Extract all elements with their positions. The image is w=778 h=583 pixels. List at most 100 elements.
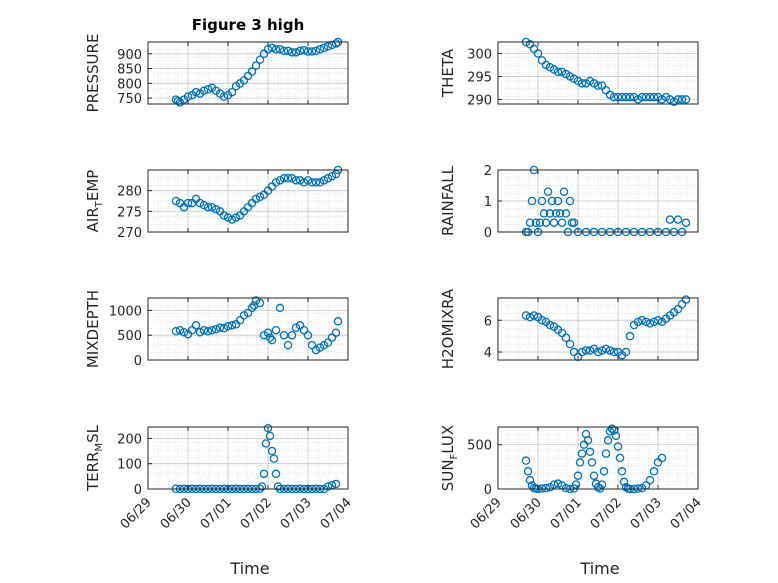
series-theta bbox=[521, 37, 691, 106]
data-point bbox=[551, 209, 561, 218]
data-point bbox=[597, 480, 607, 489]
data-point bbox=[585, 346, 595, 355]
data-point bbox=[653, 316, 663, 325]
data-point bbox=[219, 324, 229, 333]
data-point bbox=[601, 344, 611, 354]
data-point bbox=[311, 178, 321, 187]
data-point bbox=[331, 479, 341, 489]
data-point bbox=[541, 218, 551, 227]
data-point bbox=[271, 469, 281, 479]
y-axis-label: MIXDEPTH bbox=[84, 290, 102, 368]
y-tick-label: 275 bbox=[117, 205, 142, 220]
data-point bbox=[261, 439, 271, 448]
data-point bbox=[275, 176, 285, 185]
data-point bbox=[195, 327, 205, 337]
y-tick-label: 0 bbox=[134, 354, 142, 369]
data-point bbox=[275, 45, 285, 54]
data-point bbox=[537, 316, 547, 325]
data-point bbox=[287, 330, 297, 340]
data-point bbox=[569, 218, 579, 227]
data-point bbox=[171, 196, 181, 206]
axes-box bbox=[147, 426, 349, 490]
data-point bbox=[283, 340, 293, 350]
data-point bbox=[521, 456, 531, 465]
data-point bbox=[267, 335, 277, 345]
y-axis-label: PRESSURE bbox=[84, 34, 102, 113]
data-point bbox=[641, 317, 651, 327]
y-tick-label: 0 bbox=[134, 483, 142, 498]
data-point bbox=[203, 202, 213, 212]
data-point bbox=[279, 46, 289, 56]
axes-box bbox=[147, 297, 349, 361]
data-point bbox=[553, 67, 563, 77]
data-point bbox=[255, 55, 265, 64]
data-point bbox=[593, 81, 603, 90]
data-point bbox=[323, 174, 333, 183]
x-tick-label: 07/04 bbox=[668, 495, 705, 532]
y-tick-label: 270 bbox=[117, 226, 142, 241]
x-tick-label: 07/02 bbox=[588, 495, 625, 532]
x-tick-label: 07/03 bbox=[278, 495, 315, 532]
data-point bbox=[331, 169, 341, 179]
x-tick-label: 07/03 bbox=[628, 495, 665, 532]
x-tick-label: 06/29 bbox=[468, 495, 505, 532]
panel-rainfall: 0 1 2 RAINFALL bbox=[439, 164, 699, 241]
data-point bbox=[613, 442, 623, 451]
data-point bbox=[295, 46, 305, 56]
data-point bbox=[227, 321, 237, 330]
data-point bbox=[275, 303, 285, 313]
data-point bbox=[561, 209, 571, 218]
panel-sun_flux: 0 500 SUNFLUX 06/29 06/30 07/01 07/02 07/03 07/0… bbox=[439, 424, 705, 578]
data-point bbox=[299, 178, 309, 187]
data-point bbox=[573, 471, 583, 480]
data-point bbox=[565, 196, 575, 206]
data-point bbox=[299, 46, 309, 55]
data-point bbox=[553, 479, 563, 488]
series-pressure bbox=[171, 37, 343, 107]
data-point bbox=[269, 454, 279, 463]
data-point bbox=[287, 48, 297, 57]
data-point bbox=[291, 48, 301, 57]
data-point bbox=[617, 92, 627, 102]
data-point bbox=[303, 47, 313, 56]
data-point bbox=[199, 200, 209, 210]
data-point bbox=[527, 196, 537, 206]
data-point bbox=[621, 347, 631, 357]
data-point bbox=[525, 475, 535, 485]
data-point bbox=[323, 42, 333, 51]
data-point bbox=[303, 176, 313, 185]
figure-title: Figure 3 high bbox=[192, 16, 305, 34]
data-point bbox=[265, 431, 275, 441]
data-point bbox=[521, 311, 531, 320]
data-point bbox=[259, 469, 269, 479]
x-tick-label: 06/30 bbox=[508, 495, 545, 532]
data-point bbox=[267, 43, 277, 53]
data-point bbox=[657, 453, 667, 463]
data-point bbox=[561, 333, 571, 342]
y-tick-label: 295 bbox=[467, 70, 492, 85]
y-tick-label: 1 bbox=[484, 195, 492, 210]
y-label-tail: SL bbox=[84, 424, 102, 443]
data-point bbox=[665, 215, 675, 224]
data-point bbox=[543, 187, 553, 196]
y-label-tail: EMP bbox=[84, 170, 102, 201]
grid-lines bbox=[147, 169, 349, 233]
y-tick-label: 280 bbox=[117, 185, 142, 200]
data-point bbox=[267, 446, 277, 456]
data-point bbox=[311, 46, 321, 56]
axes-box bbox=[497, 426, 699, 490]
data-point bbox=[559, 187, 569, 196]
y-axis-label: RAINFALL bbox=[439, 165, 457, 236]
data-point bbox=[279, 330, 289, 340]
data-point bbox=[537, 196, 547, 206]
data-point bbox=[199, 86, 209, 95]
data-point bbox=[681, 295, 691, 304]
data-point bbox=[547, 196, 557, 206]
y-axis-label: SUNFLUX bbox=[439, 425, 460, 491]
data-point bbox=[319, 176, 329, 185]
data-point bbox=[525, 312, 535, 322]
x-tick-label: 07/01 bbox=[548, 495, 585, 532]
data-point bbox=[291, 176, 301, 185]
data-point bbox=[673, 215, 683, 224]
x-tick-label: 06/29 bbox=[118, 495, 155, 532]
